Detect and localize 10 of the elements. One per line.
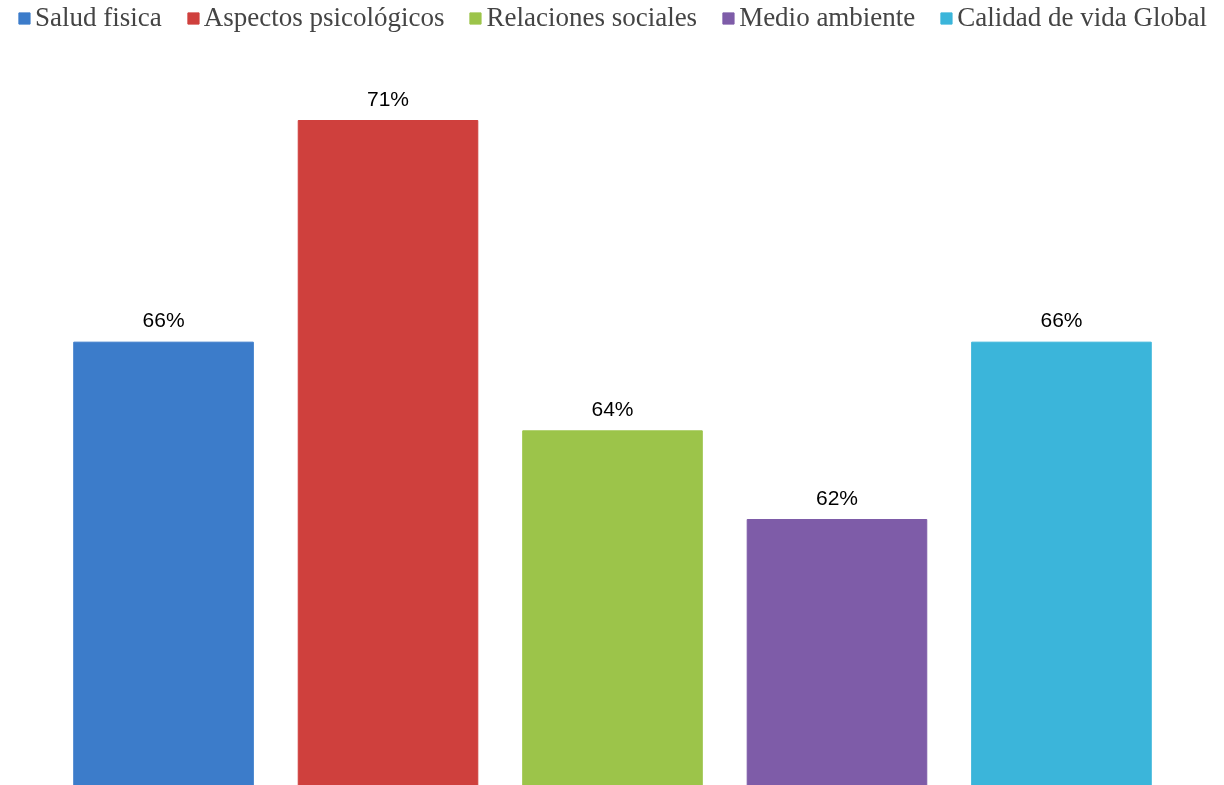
data-label: 66% [142, 308, 185, 332]
data-label: 64% [591, 396, 634, 420]
data-label: 71% [367, 86, 410, 110]
legend-label: Medio ambiente [739, 2, 916, 33]
legend-label: Relaciones sociales [486, 2, 698, 33]
legend-label: Salud fisica [34, 2, 162, 33]
legend-label: Aspectos psicológicos [203, 2, 445, 33]
legend-label: Calidad de vida Global [957, 2, 1208, 33]
data-label: 66% [1040, 308, 1083, 332]
data-label: 62% [815, 485, 858, 509]
